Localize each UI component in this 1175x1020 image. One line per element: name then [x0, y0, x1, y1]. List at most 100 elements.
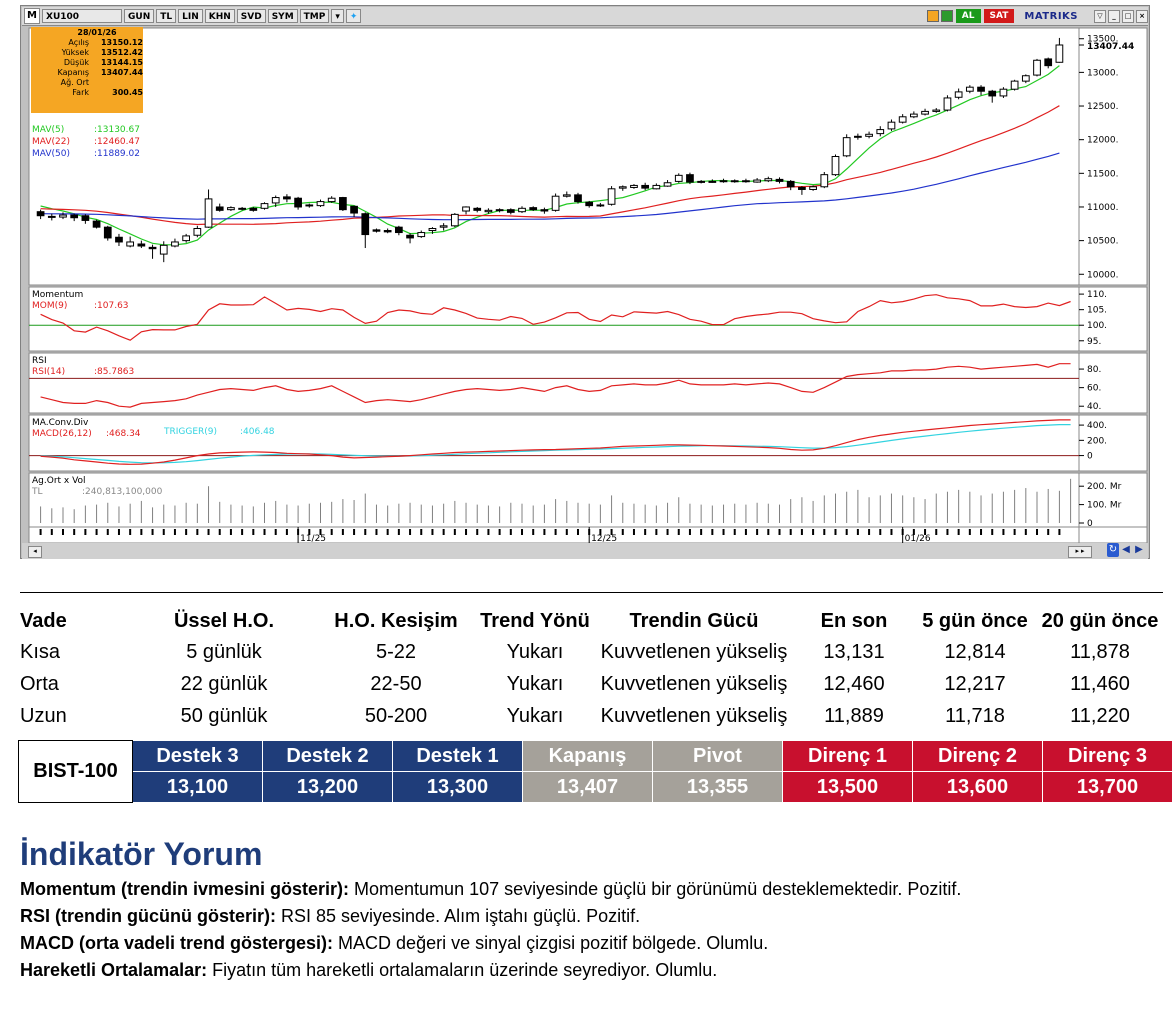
panel-bg [28, 472, 1080, 528]
y-tick-label: 10000. [1087, 270, 1119, 280]
twitter-icon[interactable]: ✦ [345, 9, 362, 23]
chart-scrollbar[interactable]: ◂ ▸ ▸ ↻ ◀ ▶ [22, 543, 1148, 559]
candle-body [764, 178, 773, 182]
time-tick [117, 529, 120, 535]
symbol-button[interactable]: SYM [267, 9, 298, 23]
candle-body [439, 225, 448, 228]
time-tick [879, 529, 882, 535]
time-tick [442, 529, 445, 535]
linear-scale-button[interactable]: LIN [178, 9, 203, 23]
sell-button[interactable]: SAT [983, 9, 1015, 23]
x-tick-label: 11/25 [300, 534, 326, 543]
scroll-left-icon[interactable]: ◂ [28, 546, 42, 558]
menu-icon[interactable]: ▽ [1094, 9, 1106, 23]
time-tick [968, 529, 971, 535]
candle-body [495, 209, 504, 212]
candle-body [943, 97, 952, 111]
candle-body [92, 220, 101, 228]
minimize-icon[interactable]: _ [1108, 9, 1120, 23]
template-button[interactable]: TMP [299, 9, 330, 23]
sync-icon[interactable]: ↻ [1107, 543, 1119, 557]
time-tick [308, 529, 311, 535]
last-price-label: 13407.44 [1087, 42, 1134, 52]
time-tick [1013, 529, 1016, 535]
time-tick [162, 529, 165, 535]
time-tick [173, 529, 176, 535]
time-tick [229, 529, 232, 535]
time-tick [812, 529, 815, 535]
time-tick [95, 529, 98, 535]
mav-legend-name: MAV(5) [32, 125, 64, 135]
table-cell: 22-50 [370, 672, 422, 695]
y-tick-label: 200. Mr [1087, 482, 1122, 492]
infobox-label: Yüksek [61, 48, 89, 57]
candle-body [70, 214, 79, 219]
candle-body [831, 156, 840, 176]
buy-button[interactable]: AL [955, 9, 981, 23]
rsi-series-value: :85.7863 [94, 367, 134, 377]
chart-type-button[interactable]: KHN [204, 9, 235, 23]
table-cell: 5 günlük [186, 640, 262, 663]
y-tick-label: 0 [1087, 452, 1093, 462]
y-tick-label: 60. [1087, 384, 1101, 394]
y-tick-label: 13500. [1087, 35, 1119, 45]
candle-body [954, 91, 963, 98]
time-tick [599, 529, 602, 535]
candle-body [47, 215, 56, 218]
momentum-title: Momentum [32, 290, 83, 300]
time-tick [756, 529, 759, 535]
time-tick [644, 529, 647, 535]
flash-icon[interactable] [926, 10, 939, 22]
currency-button[interactable]: TL [156, 9, 177, 23]
close-label: Kapanış [522, 740, 653, 772]
refresh-icon[interactable] [940, 10, 953, 22]
table-cell: 50-200 [364, 704, 428, 727]
nav-right-icon[interactable]: ▶ [1135, 544, 1143, 555]
dropdown-icon[interactable]: ▾ [331, 9, 344, 23]
time-tick [767, 529, 770, 535]
close-icon[interactable]: × [1136, 9, 1148, 23]
candle-body [305, 204, 314, 207]
candle-body [865, 133, 873, 137]
time-tick [744, 529, 747, 535]
candle-body [372, 229, 381, 232]
commentary-item: Hareketli Ortalamalar: Fiyatın tüm harek… [20, 957, 1160, 984]
infobox-label: Ağ. Ort [60, 78, 89, 87]
candle-body [260, 203, 269, 209]
candle-body [585, 201, 594, 207]
table-header-row: Vade Üssel H.O. H.O. Kesişim Trend Yönü … [20, 606, 1164, 636]
scroll-right-icon[interactable]: ▸ ▸ [1068, 546, 1092, 558]
time-tick [565, 529, 568, 535]
period-button[interactable]: GUN [124, 9, 155, 23]
table-cell: 13,131 [823, 640, 885, 663]
volume-button[interactable]: SVD [236, 9, 266, 23]
support-1-label: Destek 1 [392, 740, 523, 772]
candle-body [271, 197, 280, 204]
chart-window[interactable]: M XU100 GUN TL LIN KHN SVD SYM TMP ▾ ✦ A… [20, 5, 1150, 559]
volume-title: Ag.Ort x Vol [32, 476, 86, 486]
candle-body [809, 186, 817, 190]
infobox-value: 300.45 [112, 88, 143, 97]
macd-series-name: MACD(26,12) [32, 429, 92, 439]
candle-body [719, 180, 728, 183]
chart-area[interactable]: 10000. 10500. 11000. 11500. 12000. 12500. 1300… [22, 25, 1148, 543]
maximize-icon[interactable]: □ [1122, 9, 1134, 23]
table-cell: Kısa [20, 640, 61, 663]
time-tick [285, 529, 288, 535]
time-tick [946, 529, 949, 535]
app-logo[interactable]: M [24, 8, 40, 24]
time-tick [1047, 529, 1050, 535]
nav-left-icon[interactable]: ◀ [1122, 544, 1130, 555]
table-cell: Kuvvetlenen yükseliş [600, 672, 788, 695]
candle-body [339, 197, 347, 211]
time-tick [330, 529, 333, 535]
time-tick [868, 529, 871, 535]
y-tick-label: 0 [1087, 519, 1093, 529]
time-tick [957, 529, 960, 535]
candle-body [484, 209, 493, 213]
symbol-field[interactable]: XU100 [42, 9, 122, 23]
candle-body [406, 234, 414, 239]
table-row: Kısa 5 günlük 5-22 Yukarı Kuvvetlenen yü… [20, 636, 1164, 668]
axis-bg [1078, 414, 1148, 472]
table-row: Orta 22 günlük 22-50 Yukarı Kuvvetlenen … [20, 668, 1164, 700]
